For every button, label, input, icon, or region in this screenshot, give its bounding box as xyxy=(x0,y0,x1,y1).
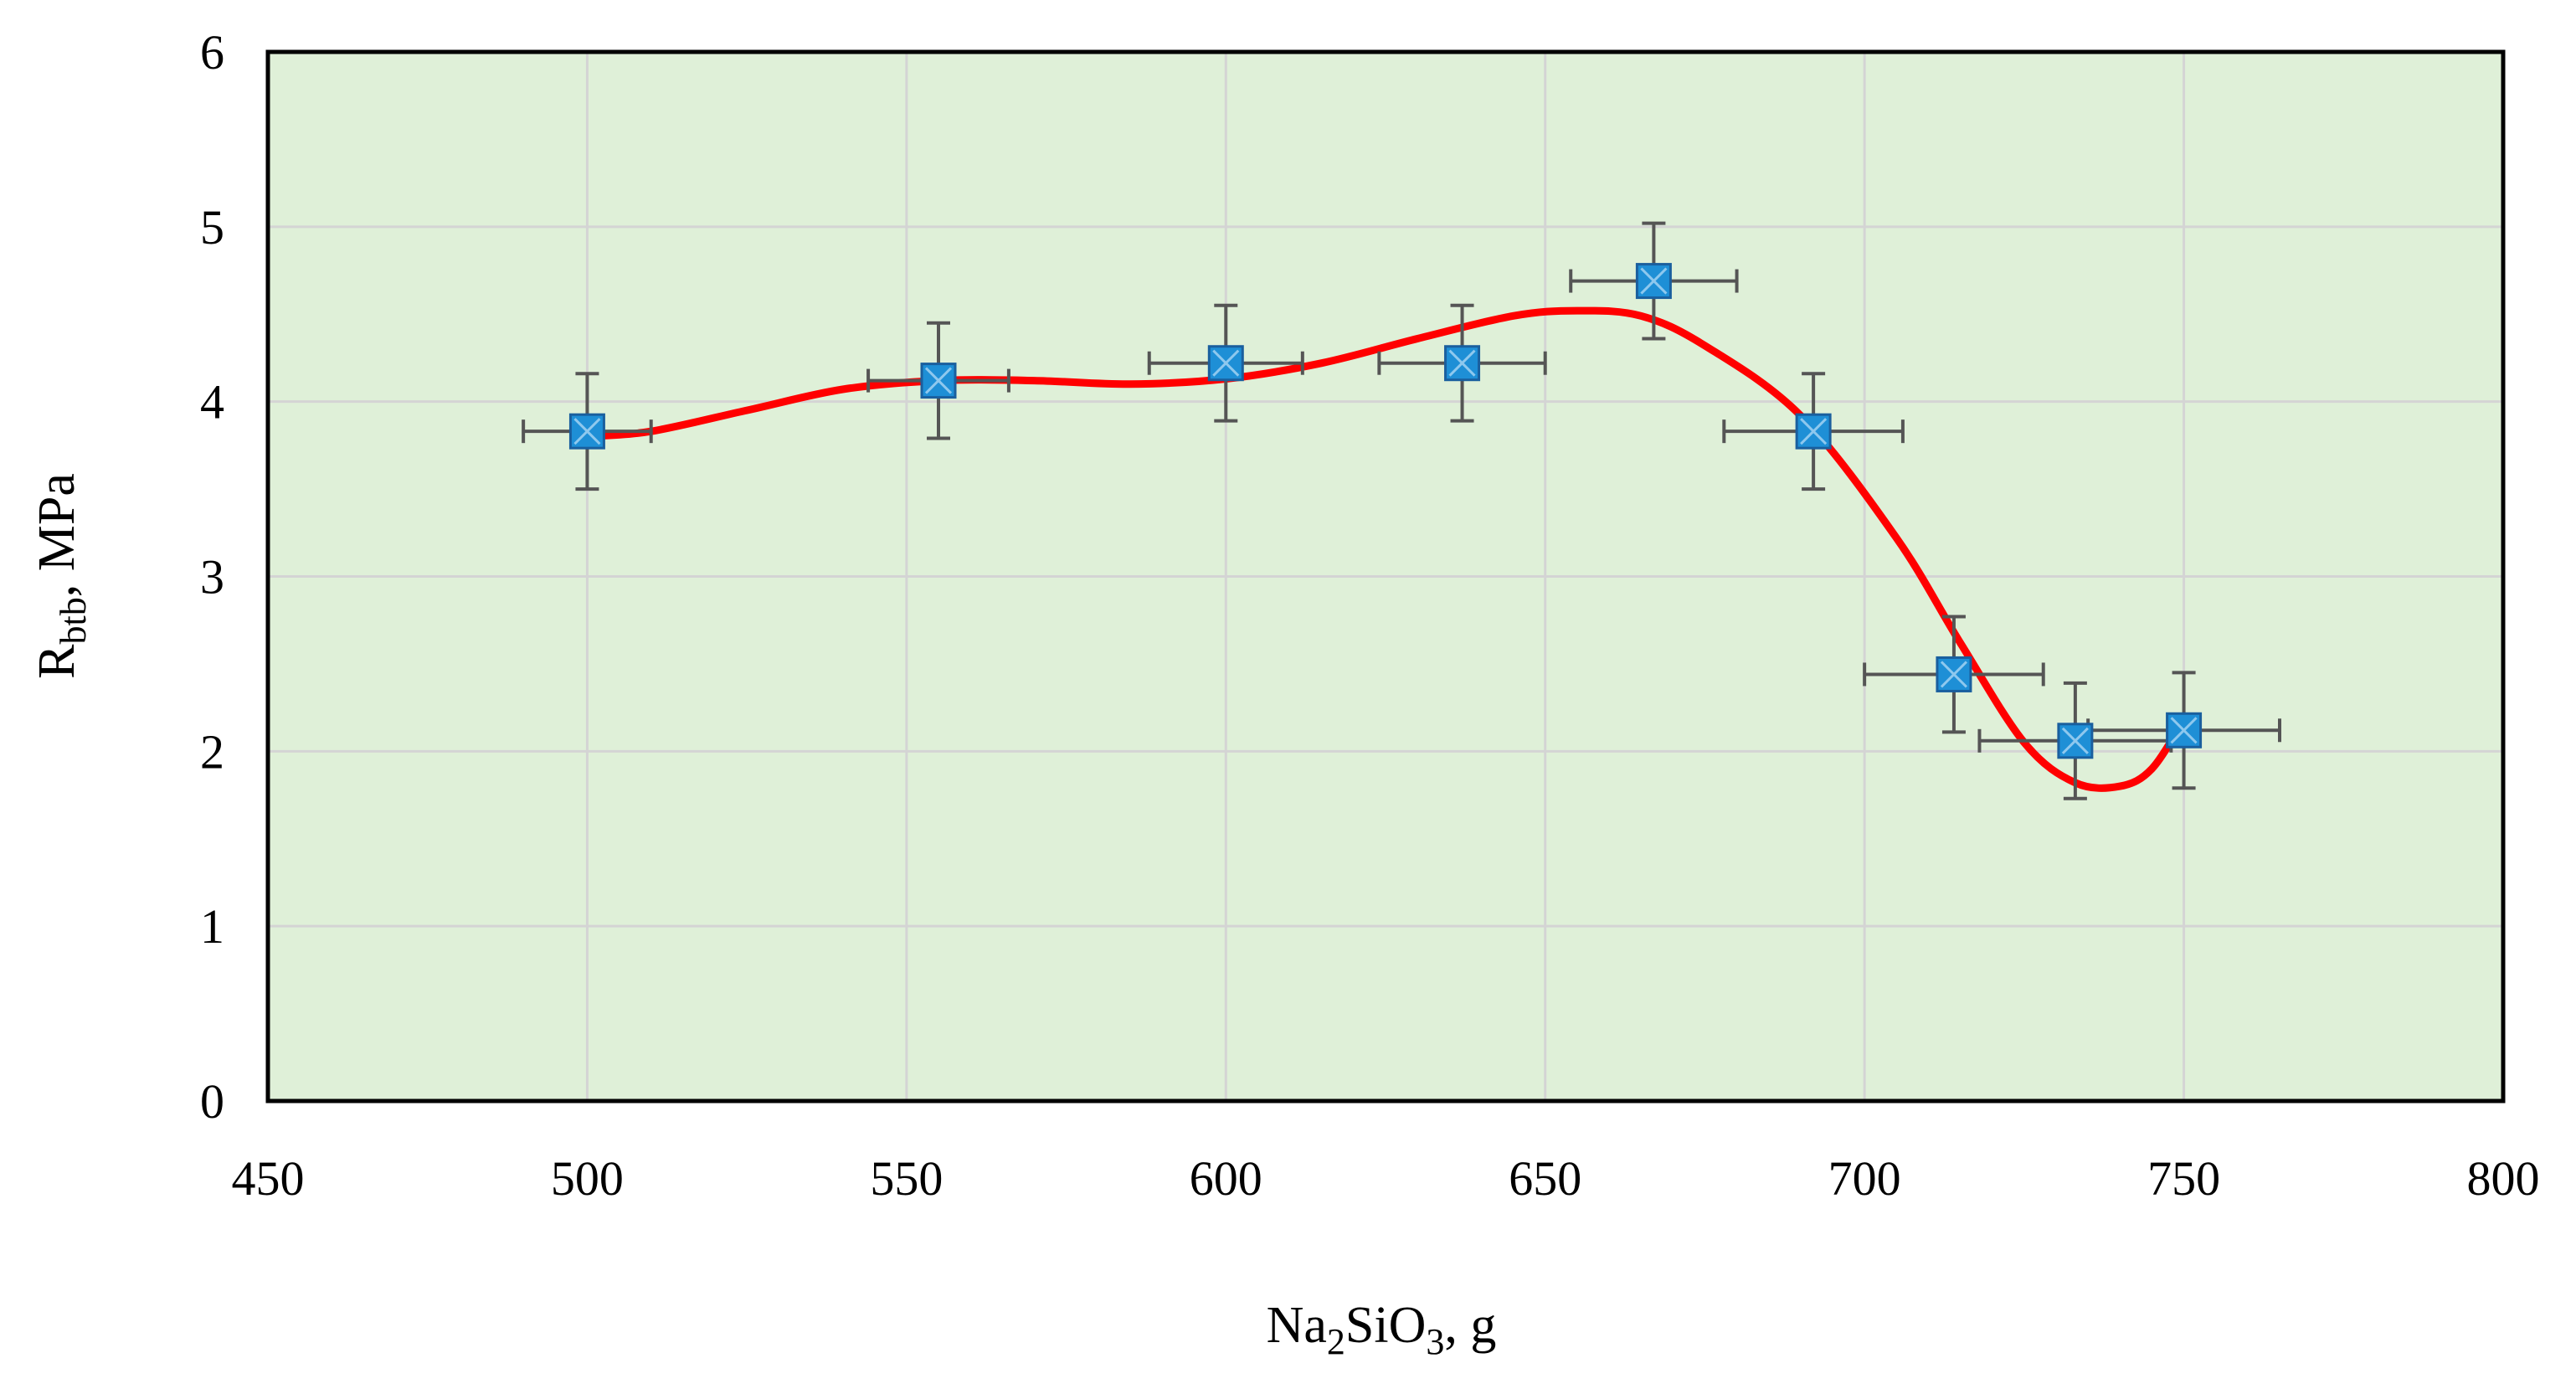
x-tick-label: 750 xyxy=(2147,1151,2220,1206)
data-point xyxy=(1795,413,1832,450)
marker-cross xyxy=(1448,349,1476,377)
x-tick-label: 500 xyxy=(551,1151,624,1206)
x-axis-title: Na2SiO3, g xyxy=(1267,1297,1497,1362)
marker-cross xyxy=(573,418,601,445)
data-point xyxy=(568,413,605,450)
marker-cross xyxy=(1940,661,1968,688)
fit-curve-layer xyxy=(583,306,2188,792)
grid-lines xyxy=(268,52,2503,1101)
x-tick-label: 600 xyxy=(1190,1151,1262,1206)
x-tick-label: 450 xyxy=(232,1151,305,1206)
y-tick-label: 1 xyxy=(200,899,224,954)
data-point xyxy=(2057,723,2094,759)
y-tick-label: 5 xyxy=(200,200,224,255)
data-point xyxy=(1207,345,1244,382)
fit-curve xyxy=(583,306,2188,792)
data-point xyxy=(1936,656,1972,692)
y-tick-label: 4 xyxy=(200,375,224,430)
y-tick-label: 2 xyxy=(200,724,224,779)
x-tick-label: 550 xyxy=(870,1151,943,1206)
marker-cross xyxy=(924,367,953,394)
x-tick-label: 800 xyxy=(2467,1151,2540,1206)
data-markers xyxy=(568,263,2203,759)
marker-cross xyxy=(2170,717,2198,744)
y-tick-labels: 0 1 2 3 4 5 6 xyxy=(200,25,224,1129)
y-tick-label: 0 xyxy=(200,1074,224,1129)
marker-cross xyxy=(2061,727,2089,754)
y-tick-label: 3 xyxy=(200,550,224,604)
y-axis-title: Rbtb, MPa xyxy=(28,473,94,679)
marker-cross xyxy=(1212,349,1240,377)
marker-cross xyxy=(1800,418,1828,445)
data-point xyxy=(1635,263,1672,300)
data-point xyxy=(2166,712,2203,749)
x-tick-label: 700 xyxy=(1828,1151,1901,1206)
marker-cross xyxy=(1640,267,1668,295)
data-point xyxy=(1444,345,1481,382)
data-point xyxy=(920,363,957,399)
plot-frame xyxy=(265,49,2506,1103)
x-tick-label: 650 xyxy=(1509,1151,1581,1206)
y-tick-label: 6 xyxy=(200,25,224,80)
x-tick-labels: 450 500 550 600 650 700 750 800 xyxy=(232,1151,2540,1206)
